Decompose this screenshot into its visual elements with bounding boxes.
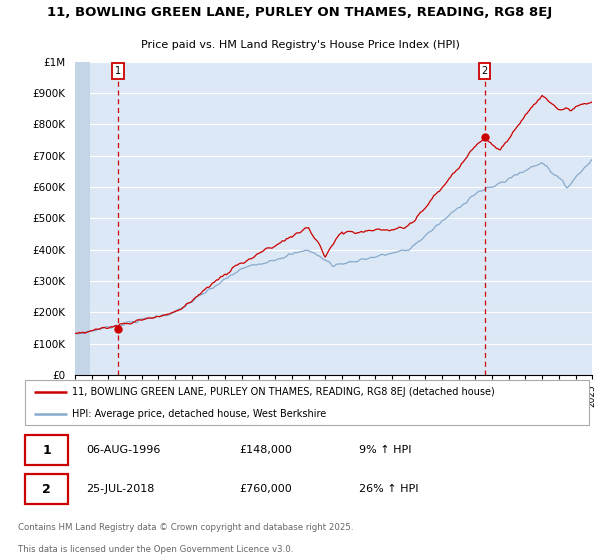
Bar (75, 62, 91, 375)
Text: 25-JUL-2018: 25-JUL-2018 (86, 484, 155, 494)
Text: 11, BOWLING GREEN LANE, PURLEY ON THAMES, READING, RG8 8EJ: 11, BOWLING GREEN LANE, PURLEY ON THAMES… (47, 6, 553, 20)
Text: 2: 2 (481, 66, 488, 76)
Text: 1: 1 (43, 444, 51, 456)
Text: 1: 1 (115, 66, 121, 76)
FancyBboxPatch shape (25, 380, 589, 425)
Text: 06-AUG-1996: 06-AUG-1996 (86, 445, 161, 455)
Text: 2: 2 (43, 483, 51, 496)
Text: £760,000: £760,000 (239, 484, 292, 494)
Text: 11, BOWLING GREEN LANE, PURLEY ON THAMES, READING, RG8 8EJ (detached house): 11, BOWLING GREEN LANE, PURLEY ON THAMES… (72, 386, 495, 396)
Text: 9% ↑ HPI: 9% ↑ HPI (359, 445, 411, 455)
Text: HPI: Average price, detached house, West Berkshire: HPI: Average price, detached house, West… (72, 409, 326, 419)
Text: Contains HM Land Registry data © Crown copyright and database right 2025.: Contains HM Land Registry data © Crown c… (18, 523, 353, 532)
Text: 26% ↑ HPI: 26% ↑ HPI (359, 484, 418, 494)
FancyBboxPatch shape (25, 435, 68, 465)
Text: £148,000: £148,000 (239, 445, 292, 455)
Text: This data is licensed under the Open Government Licence v3.0.: This data is licensed under the Open Gov… (18, 544, 293, 554)
Text: Price paid vs. HM Land Registry's House Price Index (HPI): Price paid vs. HM Land Registry's House … (140, 40, 460, 50)
FancyBboxPatch shape (25, 474, 68, 505)
